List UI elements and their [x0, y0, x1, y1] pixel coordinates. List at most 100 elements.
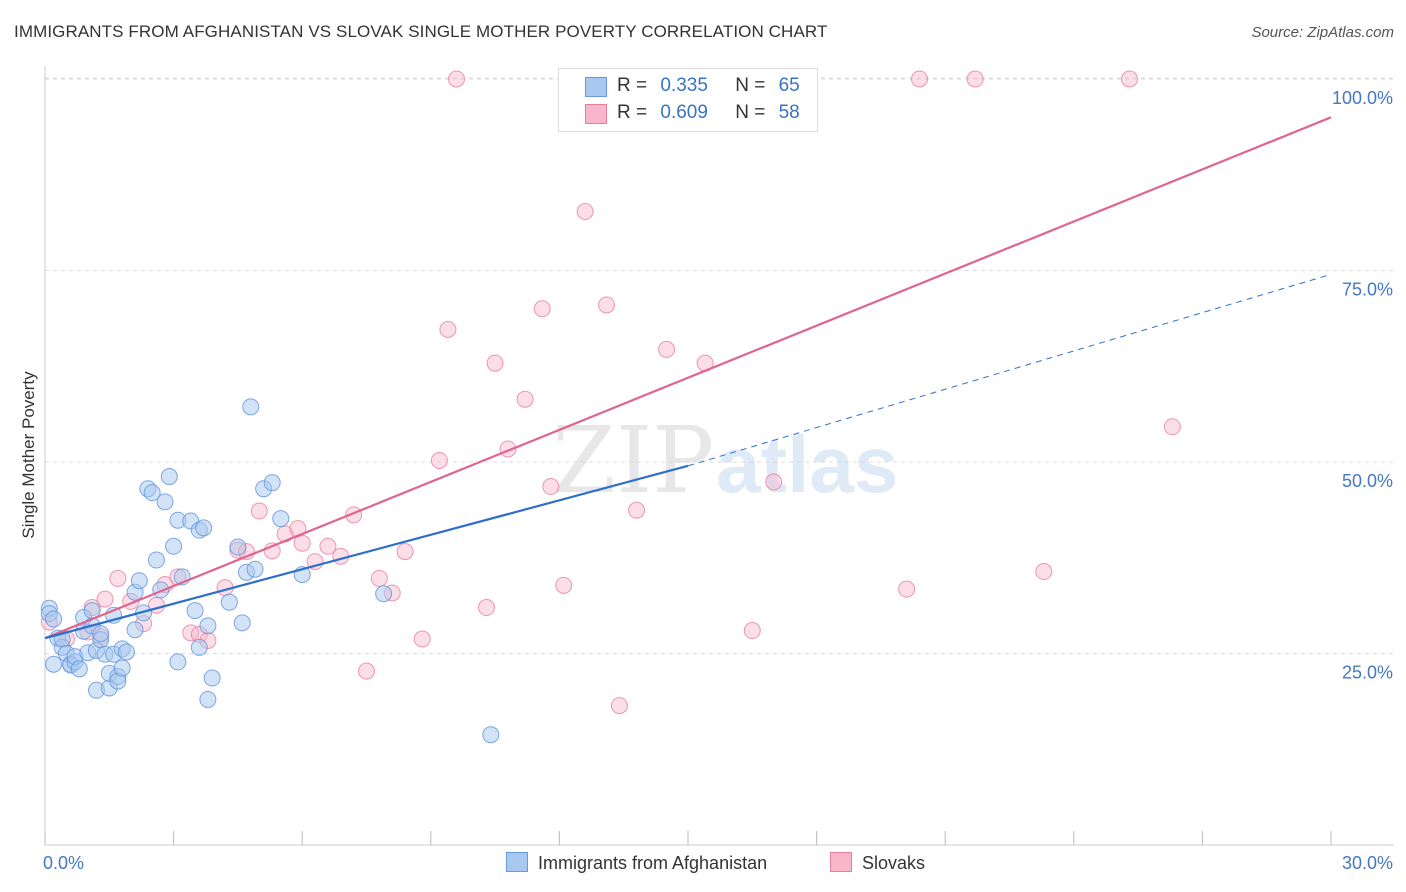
data-point-slovaks [430, 451, 448, 469]
data-point-afghanistan [70, 660, 88, 678]
data-point-afghanistan [220, 593, 238, 611]
data-point-afghanistan [186, 602, 204, 620]
data-point-afghanistan [203, 669, 221, 687]
trend-line-slovaks [44, 116, 1332, 640]
watermark: ZIP atlas [552, 407, 898, 514]
data-point-afghanistan [195, 519, 213, 537]
data-point-afghanistan [113, 659, 131, 677]
data-point-afghanistan [117, 643, 135, 661]
y-tick-label: 75.0% [1342, 280, 1393, 300]
data-point-slovaks [413, 630, 431, 648]
data-point-afghanistan [272, 510, 290, 528]
data-point-slovaks [182, 624, 200, 642]
data-point-slovaks [658, 340, 676, 358]
data-point-afghanistan [246, 560, 264, 578]
data-point-slovaks [486, 354, 504, 372]
data-point-afghanistan [169, 653, 187, 671]
trend-lines [44, 116, 1332, 640]
r-label: R = [617, 102, 648, 123]
data-point-slovaks [898, 580, 916, 598]
data-point-slovaks [478, 599, 496, 617]
data-point-afghanistan [165, 537, 183, 555]
trend-line-afghanistan [44, 464, 689, 640]
data-point-afghanistan [45, 610, 63, 628]
data-point-slovaks [358, 662, 375, 680]
legend-swatch-blue [585, 77, 607, 97]
data-point-afghanistan [126, 621, 144, 639]
legend-row-afghanistan: R = 0.335 N = 65 [585, 75, 800, 99]
data-point-slovaks [555, 576, 573, 594]
legend-item-slovaks: Slovaks [830, 852, 925, 874]
data-point-slovaks [1163, 418, 1181, 436]
legend-label: Slovaks [862, 853, 926, 873]
y-tick-label: 25.0% [1342, 663, 1393, 683]
chart-title: IMMIGRANTS FROM AFGHANISTAN VS SLOVAK SI… [14, 22, 828, 41]
series-slovaks-points [40, 70, 1181, 715]
data-point-afghanistan [143, 484, 161, 502]
data-point-slovaks [293, 534, 311, 552]
y-axis-label: Single Mother Poverty [19, 371, 38, 539]
axes [44, 66, 1394, 846]
data-point-afghanistan [92, 625, 110, 643]
data-point-slovaks [448, 70, 466, 88]
data-point-slovaks [332, 547, 350, 565]
trend-line-afghanistan-extension [687, 273, 1332, 467]
correlation-legend: R = 0.335 N = 65 R = 0.609 N = 58 [558, 68, 818, 132]
watermark-atlas: atlas [716, 420, 898, 509]
data-point-slovaks [628, 501, 646, 519]
data-point-slovaks [1035, 563, 1053, 581]
data-point-slovaks [1121, 70, 1139, 88]
data-point-afghanistan [190, 638, 208, 656]
data-point-afghanistan [160, 468, 178, 486]
legend-label: Immigrants from Afghanistan [538, 853, 768, 873]
y-tick-label: 100.0% [1332, 88, 1393, 108]
series-afghanistan-points [40, 398, 500, 744]
data-point-slovaks [439, 320, 457, 338]
data-point-slovaks [743, 622, 761, 640]
data-point-afghanistan [242, 398, 260, 416]
n-label: N = [735, 102, 766, 123]
data-point-afghanistan [147, 551, 165, 569]
data-point-slovaks [96, 590, 114, 608]
data-point-afghanistan [263, 474, 281, 492]
data-point-slovaks [109, 569, 127, 587]
data-point-afghanistan [482, 726, 500, 744]
data-point-afghanistan [229, 538, 247, 556]
legend-swatch-pink [830, 852, 852, 872]
data-point-afghanistan [45, 655, 63, 673]
data-point-slovaks [598, 296, 616, 314]
data-point-slovaks [319, 537, 337, 555]
n-label: N = [735, 75, 766, 96]
data-point-slovaks [370, 569, 388, 587]
data-point-afghanistan [375, 585, 393, 603]
r-value: 0.609 [660, 102, 708, 123]
x-tick-labels: 0.0% 30.0% [43, 853, 1393, 873]
data-point-slovaks [610, 697, 628, 715]
data-point-slovaks [910, 70, 928, 88]
data-point-slovaks [542, 478, 560, 496]
r-value: 0.335 [660, 75, 708, 96]
data-point-afghanistan [130, 572, 148, 590]
data-point-afghanistan [156, 493, 174, 511]
data-point-slovaks [396, 543, 414, 561]
n-value: 65 [778, 75, 800, 96]
data-point-afghanistan [199, 690, 217, 708]
data-point-slovaks [765, 473, 783, 491]
y-tick-label: 50.0% [1342, 471, 1393, 491]
source-credit: Source: ZipAtlas.com [1251, 24, 1394, 41]
n-value: 58 [778, 102, 800, 123]
data-point-afghanistan [233, 614, 251, 632]
data-point-slovaks [516, 390, 534, 408]
y-tick-labels: 25.0% 50.0% 75.0% 100.0% [1332, 88, 1393, 683]
legend-row-slovaks: R = 0.609 N = 58 [585, 102, 800, 126]
data-point-afghanistan [199, 617, 217, 635]
x-tick-label: 30.0% [1342, 853, 1393, 873]
r-label: R = [617, 75, 648, 96]
legend-swatch-pink [585, 104, 607, 124]
x-tick-label: 0.0% [43, 853, 84, 873]
data-point-slovaks [576, 203, 594, 221]
legend-item-afghanistan: Immigrants from Afghanistan [506, 852, 767, 874]
legend-swatch-blue [506, 852, 528, 872]
data-point-slovaks [533, 300, 551, 318]
